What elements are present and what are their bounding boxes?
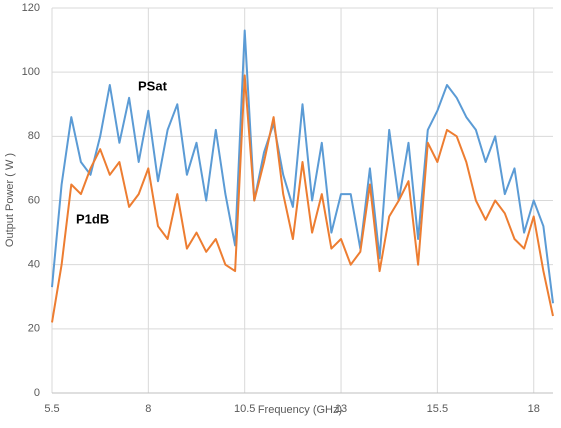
series-line [51,29,554,304]
series-label: P1dB [76,211,109,226]
y-tick-label: 40 [28,259,40,271]
x-tick-label: 5.5 [44,403,59,415]
x-tick-label: 18 [528,403,540,415]
y-axis-label: Output Power ( W ) [4,153,16,247]
y-tick-label: 120 [22,2,40,14]
x-axis-label: Frequency (GHz) [258,404,342,416]
x-tick-label: 15.5 [427,403,448,415]
x-tick-label: 8 [145,403,151,415]
y-tick-label: 20 [28,323,40,335]
y-tick-label: 60 [28,194,40,206]
x-tick-label: 10.5 [234,403,255,415]
series-line [51,74,554,323]
series-label: PSat [138,78,168,93]
y-tick-label: 80 [28,130,40,142]
x-tick-label: 13 [335,403,347,415]
y-tick-label: 100 [22,66,40,78]
y-tick-label: 0 [34,387,40,399]
